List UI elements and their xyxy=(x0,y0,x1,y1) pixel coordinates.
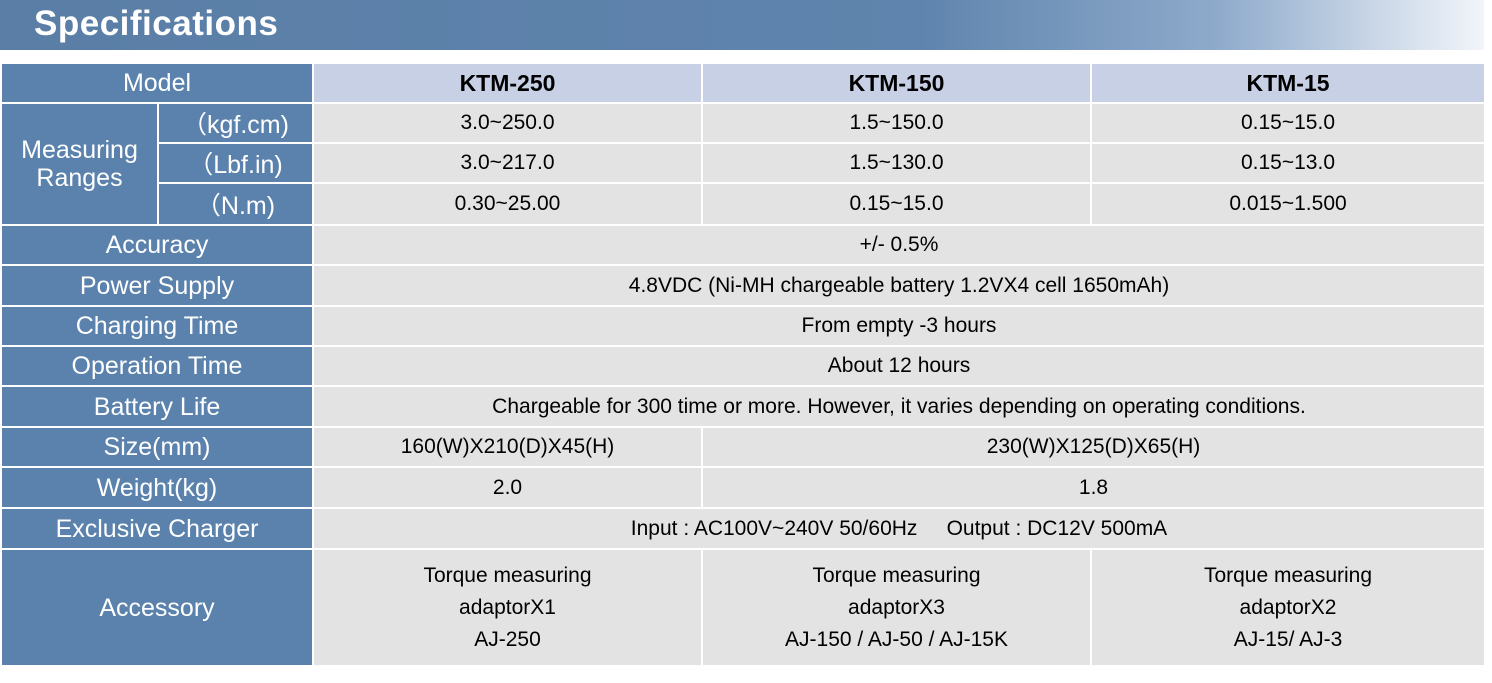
accessory-ktm-15: Torque measuring adaptorX2 AJ-15/ AJ-3 xyxy=(1090,548,1486,667)
range-value: 0.15~15.0 xyxy=(701,182,1092,226)
battery-life-label: Battery Life xyxy=(0,385,314,428)
accessory-label: Accessory xyxy=(0,548,314,667)
table-row-operation-time: Operation Time About 12 hours xyxy=(0,345,1486,387)
range-value: 1.5~130.0 xyxy=(701,142,1092,184)
measuring-ranges-label-line1: Measuring xyxy=(21,136,138,164)
weight-label: Weight(kg) xyxy=(0,466,314,509)
table-row-accuracy: Accuracy +/- 0.5% xyxy=(0,224,1486,266)
unit-label-kgfcm: （kgf.cm) xyxy=(157,102,314,144)
column-header-ktm-150: KTM-150 xyxy=(701,62,1092,104)
accessory-line: adaptorX3 xyxy=(848,595,945,619)
column-header-ktm-15: KTM-15 xyxy=(1090,62,1486,104)
table-row-weight: Weight(kg) 2.0 1.8 xyxy=(0,466,1486,509)
column-header-ktm-250: KTM-250 xyxy=(312,62,703,104)
accessory-line: adaptorX1 xyxy=(459,595,556,619)
table-row-accessory: Accessory Torque measuring adaptorX1 AJ-… xyxy=(0,548,1486,667)
accessory-line: adaptorX2 xyxy=(1239,595,1337,619)
size-value-ktm-250: 160(W)X210(D)X45(H) xyxy=(312,426,703,468)
accessory-line: Torque measuring xyxy=(423,563,592,587)
table-row-model: Model KTM-250 KTM-150 KTM-15 xyxy=(0,62,1486,104)
range-value: 3.0~250.0 xyxy=(312,102,703,144)
operation-time-label: Operation Time xyxy=(0,345,314,387)
accessory-ktm-150: Torque measuring adaptorX3 AJ-150 / AJ-5… xyxy=(701,548,1092,667)
table-row-range-nm: （N.m) 0.30~25.00 0.15~15.0 0.015~1.500 xyxy=(1,182,1486,226)
range-value: 0.15~13.0 xyxy=(1090,142,1486,184)
charging-time-value: From empty -3 hours xyxy=(312,305,1486,347)
accessory-line: Torque measuring xyxy=(812,563,981,587)
range-value: 0.15~15.0 xyxy=(1090,102,1486,144)
range-value: 3.0~217.0 xyxy=(312,142,703,184)
unit-label-nm: （N.m) xyxy=(157,182,314,226)
operation-time-value: About 12 hours xyxy=(312,345,1486,387)
accuracy-label: Accuracy xyxy=(0,224,314,266)
measuring-ranges-label-line2: Ranges xyxy=(36,164,123,192)
measuring-ranges-label: Measuring Ranges xyxy=(0,102,159,226)
weight-value-ktm-150-15: 1.8 xyxy=(701,466,1486,509)
accessory-line: AJ-250 xyxy=(474,627,541,651)
power-supply-value: 4.8VDC (Ni-MH chargeable battery 1.2VX4 … xyxy=(312,264,1486,307)
weight-value-ktm-250: 2.0 xyxy=(312,466,703,509)
table-row-power-supply: Power Supply 4.8VDC (Ni-MH chargeable ba… xyxy=(0,264,1486,307)
range-value: 0.015~1.500 xyxy=(1090,182,1486,226)
title-banner: Specifications xyxy=(0,0,1484,50)
battery-life-value: Chargeable for 300 time or more. However… xyxy=(312,385,1486,428)
accessory-line: Torque measuring xyxy=(1203,563,1373,587)
model-label: Model xyxy=(0,62,314,104)
range-value: 1.5~150.0 xyxy=(701,102,1092,144)
table-row-range-kgfcm: Measuring Ranges （kgf.cm) 3.0~250.0 1.5~… xyxy=(0,102,1486,226)
size-value-ktm-150-15: 230(W)X125(D)X65(H) xyxy=(701,426,1486,468)
power-supply-label: Power Supply xyxy=(0,264,314,307)
table-row-range-lbfin: （Lbf.in) 3.0~217.0 1.5~130.0 0.15~13.0 xyxy=(1,142,1486,184)
unit-label-lbfin: （Lbf.in) xyxy=(157,142,314,184)
charger-value: Input : AC100V~240V 50/60Hz Output : DC1… xyxy=(312,507,1486,550)
accessory-line: AJ-150 / AJ-50 / AJ-15K xyxy=(785,627,1008,651)
charger-label: Exclusive Charger xyxy=(0,507,314,550)
table-row-charging-time: Charging Time From empty -3 hours xyxy=(0,305,1486,347)
page-title: Specifications xyxy=(34,4,279,43)
spec-table: Model KTM-250 KTM-150 KTM-15 Measuring R… xyxy=(0,62,1486,667)
size-label: Size(mm) xyxy=(0,426,314,468)
accessory-line: AJ-15/ AJ-3 xyxy=(1233,627,1343,651)
charging-time-label: Charging Time xyxy=(0,305,314,347)
range-value: 0.30~25.00 xyxy=(312,182,703,226)
accessory-ktm-250: Torque measuring adaptorX1 AJ-250 xyxy=(312,548,703,667)
accuracy-value: +/- 0.5% xyxy=(312,224,1486,266)
table-row-size: Size(mm) 160(W)X210(D)X45(H) 230(W)X125(… xyxy=(0,426,1486,468)
table-row-battery-life: Battery Life Chargeable for 300 time or … xyxy=(0,385,1486,428)
table-row-charger: Exclusive Charger Input : AC100V~240V 50… xyxy=(0,507,1486,550)
